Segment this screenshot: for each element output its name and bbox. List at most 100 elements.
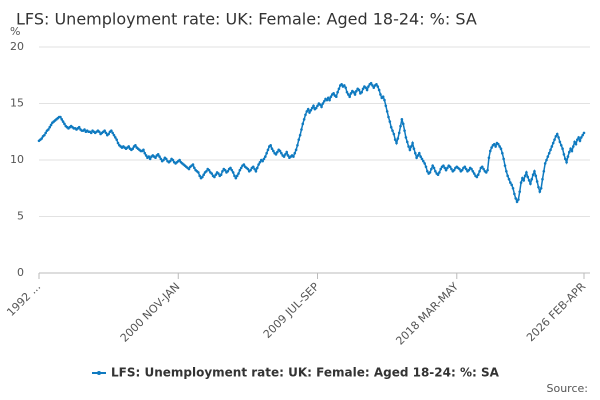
- point: [534, 174, 538, 178]
- point: [255, 166, 259, 170]
- point: [143, 151, 147, 155]
- point: [286, 154, 290, 157]
- point: [446, 166, 449, 170]
- point: [554, 134, 558, 138]
- point: [112, 133, 116, 137]
- point: [399, 124, 402, 128]
- point: [523, 174, 527, 178]
- point: [292, 155, 295, 158]
- point: [320, 105, 323, 109]
- point: [367, 85, 370, 88]
- point: [580, 136, 583, 139]
- point: [417, 151, 421, 155]
- point: [59, 115, 62, 119]
- point: [434, 170, 437, 173]
- point: [296, 144, 299, 147]
- point: [531, 173, 535, 176]
- point: [214, 173, 218, 176]
- point: [316, 104, 319, 108]
- point: [403, 129, 406, 132]
- point: [490, 146, 493, 149]
- point: [546, 155, 550, 158]
- point: [377, 88, 381, 92]
- point: [131, 147, 135, 150]
- point: [353, 93, 357, 96]
- point: [48, 125, 52, 129]
- point: [569, 147, 572, 150]
- point: [110, 129, 113, 132]
- point: [144, 154, 148, 157]
- point: [567, 150, 571, 154]
- point: [458, 167, 461, 171]
- point: [104, 131, 108, 135]
- point: [360, 90, 364, 94]
- point: [49, 123, 53, 127]
- point: [389, 125, 393, 129]
- point: [419, 155, 422, 158]
- point: [413, 151, 417, 155]
- point: [558, 140, 562, 144]
- point: [460, 168, 464, 172]
- point: [486, 168, 489, 172]
- point: [442, 164, 445, 167]
- point: [480, 165, 484, 169]
- point: [385, 110, 389, 113]
- point: [472, 172, 476, 175]
- point: [581, 133, 584, 137]
- point: [343, 84, 346, 87]
- point: [336, 90, 339, 94]
- point: [400, 118, 404, 121]
- point: [551, 141, 555, 145]
- point: [559, 144, 563, 147]
- point: [526, 175, 530, 179]
- point: [467, 168, 471, 172]
- point: [539, 186, 543, 190]
- point: [328, 98, 331, 102]
- point: [439, 167, 443, 171]
- point: [412, 147, 416, 150]
- point: [285, 150, 289, 154]
- point: [238, 168, 242, 172]
- point: [134, 144, 137, 147]
- point: [397, 131, 401, 135]
- point: [44, 131, 47, 135]
- point: [502, 157, 505, 161]
- y-tick-label: 10: [10, 153, 24, 166]
- series-line: [38, 82, 585, 204]
- point: [322, 99, 326, 103]
- point: [242, 163, 246, 166]
- point: [408, 148, 412, 152]
- point: [570, 149, 574, 153]
- point: [379, 93, 382, 96]
- point: [537, 185, 540, 189]
- point: [314, 106, 318, 110]
- point: [63, 122, 66, 126]
- point: [566, 155, 570, 158]
- point: [171, 158, 175, 162]
- point: [404, 136, 408, 139]
- chart-title: LFS: Unemployment rate: UK: Female: Aged…: [16, 10, 477, 29]
- x-tick-label: 2000 NOV-JAN: [118, 280, 183, 345]
- point: [527, 179, 531, 182]
- point: [213, 175, 216, 179]
- point: [246, 167, 250, 171]
- y-tick-label: 5: [17, 210, 24, 223]
- point: [148, 157, 152, 161]
- point: [269, 144, 272, 147]
- point: [158, 155, 161, 158]
- point: [77, 125, 81, 129]
- point: [448, 165, 452, 169]
- point: [471, 170, 475, 173]
- point: [274, 153, 278, 156]
- point: [369, 81, 373, 85]
- point: [147, 155, 151, 158]
- point: [438, 171, 441, 174]
- point: [555, 132, 559, 136]
- point: [475, 175, 479, 179]
- point: [372, 86, 376, 89]
- legend-marker: [97, 371, 101, 375]
- point: [231, 171, 235, 174]
- point: [340, 82, 343, 86]
- point: [332, 92, 335, 95]
